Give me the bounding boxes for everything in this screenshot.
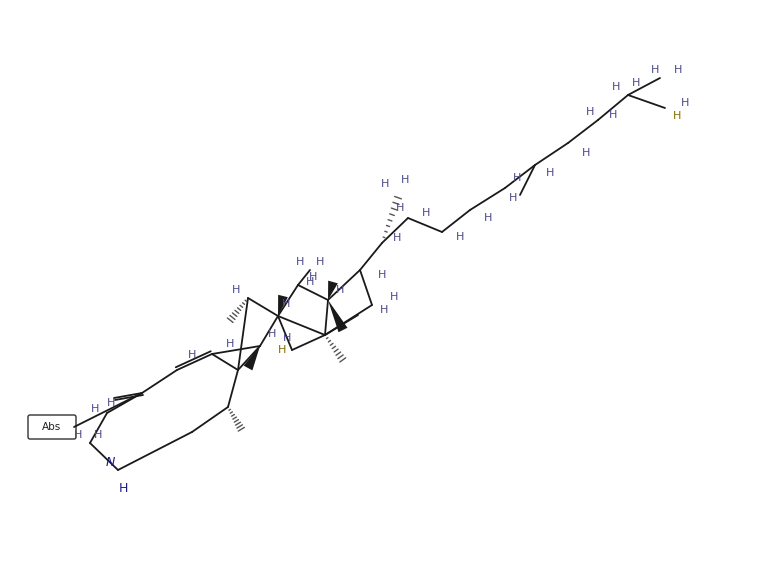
Text: H: H xyxy=(188,350,196,360)
Text: H: H xyxy=(380,305,388,315)
Text: H: H xyxy=(336,285,344,295)
Text: H: H xyxy=(107,398,115,408)
Text: H: H xyxy=(309,272,317,282)
Text: H: H xyxy=(226,339,234,349)
Text: H: H xyxy=(305,277,314,287)
Text: H: H xyxy=(393,233,401,243)
Text: H: H xyxy=(651,65,659,75)
Text: H: H xyxy=(456,232,464,242)
Text: H: H xyxy=(632,78,641,88)
Text: Abs: Abs xyxy=(42,422,61,432)
Polygon shape xyxy=(328,300,347,332)
Text: H: H xyxy=(381,179,389,189)
Text: H: H xyxy=(268,329,276,339)
Text: H: H xyxy=(74,430,82,440)
Text: H: H xyxy=(401,175,409,185)
Text: H: H xyxy=(582,148,590,158)
Text: H: H xyxy=(681,98,689,108)
Text: H: H xyxy=(232,285,240,295)
Text: H: H xyxy=(673,111,681,121)
Polygon shape xyxy=(328,281,338,300)
Text: H: H xyxy=(396,203,404,213)
Text: H: H xyxy=(674,65,682,75)
Text: H: H xyxy=(118,482,127,495)
Text: H: H xyxy=(509,193,517,203)
Text: H: H xyxy=(278,345,287,355)
Text: H: H xyxy=(609,110,617,120)
Text: H: H xyxy=(612,82,620,92)
Text: H: H xyxy=(282,299,290,309)
Text: H: H xyxy=(586,107,594,117)
Text: H: H xyxy=(421,208,431,218)
Text: H: H xyxy=(316,257,324,267)
Text: H: H xyxy=(94,430,102,440)
Text: H: H xyxy=(390,292,398,302)
Text: H: H xyxy=(296,257,304,267)
Text: H: H xyxy=(377,270,386,280)
Text: H: H xyxy=(484,213,492,223)
Text: N: N xyxy=(105,456,114,469)
Polygon shape xyxy=(243,346,260,371)
FancyBboxPatch shape xyxy=(28,415,76,439)
Text: H: H xyxy=(283,333,291,343)
Text: H: H xyxy=(513,173,522,183)
Text: H: H xyxy=(91,404,99,414)
Text: H: H xyxy=(546,168,554,178)
Polygon shape xyxy=(278,295,288,316)
